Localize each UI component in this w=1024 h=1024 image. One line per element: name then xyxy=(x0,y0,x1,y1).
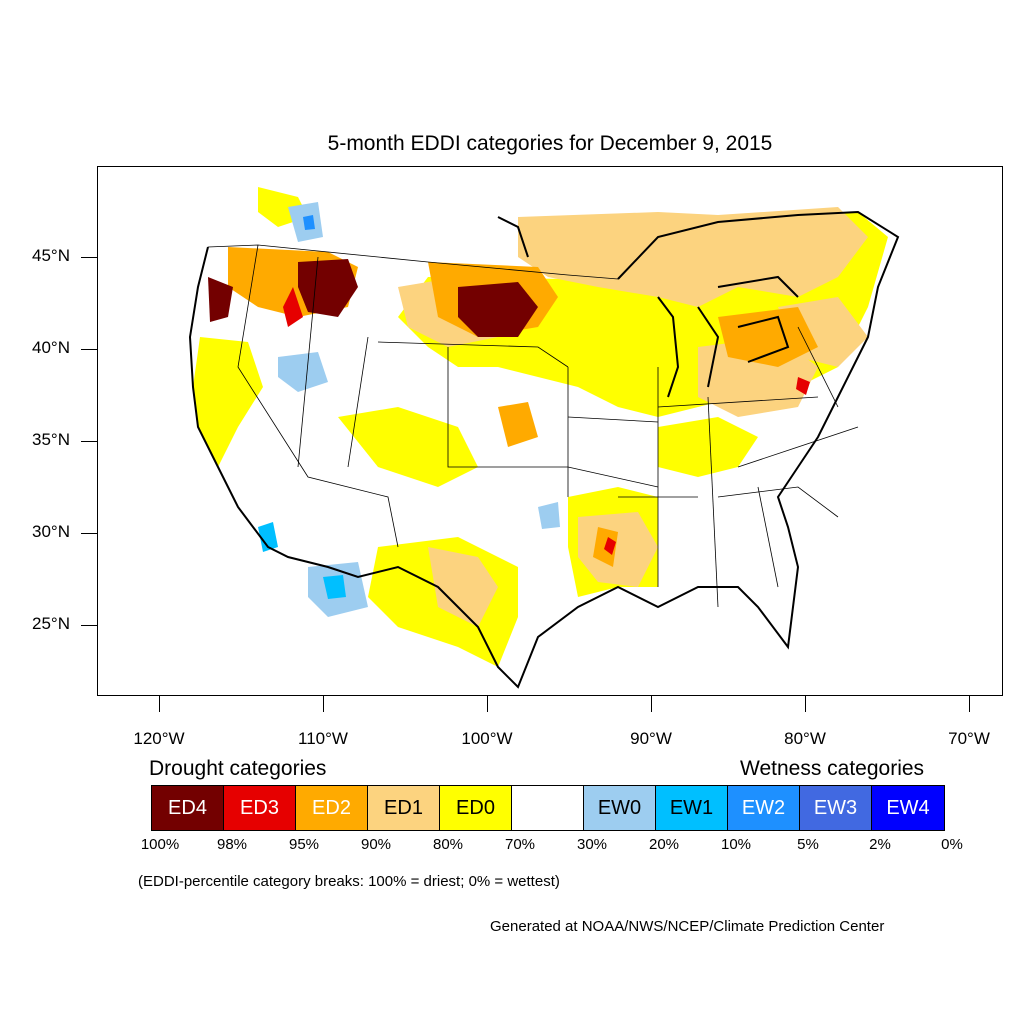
map-panel xyxy=(97,166,1003,696)
ew-areas xyxy=(258,202,560,617)
wetness-heading: Wetness categories xyxy=(740,757,925,780)
credit-line: Generated at NOAA/NWS/NCEP/Climate Predi… xyxy=(490,918,885,935)
legend-cell: EW4 xyxy=(872,786,944,830)
lon-tick xyxy=(323,696,324,712)
state-borders xyxy=(207,244,859,608)
lon-label: 70°W xyxy=(948,729,990,748)
legend-cell: ED3 xyxy=(224,786,296,830)
percent-label: 0% xyxy=(941,836,963,853)
legend-cell: EW1 xyxy=(656,786,728,830)
lon-label: 100°W xyxy=(461,729,513,748)
lat-tick xyxy=(81,625,97,626)
legend-cell: ED2 xyxy=(296,786,368,830)
legend-cell: ED1 xyxy=(368,786,440,830)
legend-cell: EW3 xyxy=(800,786,872,830)
legend-colorbar: ED4 ED3 ED2 ED1 ED0 EW0 EW1 EW2 EW3 EW4 xyxy=(151,785,945,831)
legend-cell xyxy=(512,786,584,830)
lon-tick xyxy=(159,696,160,712)
lon-tick xyxy=(487,696,488,712)
lon-label: 80°W xyxy=(784,729,826,748)
percent-label: 5% xyxy=(797,836,819,853)
ed4-areas xyxy=(208,259,538,337)
category-note: (EDDI-percentile category breaks: 100% =… xyxy=(138,873,560,890)
lat-label: 30°N xyxy=(32,522,70,541)
percent-label: 100% xyxy=(140,836,180,853)
percent-label: 30% xyxy=(576,836,608,853)
lon-tick xyxy=(651,696,652,712)
lon-label: 90°W xyxy=(630,729,672,748)
percent-label: 70% xyxy=(504,836,536,853)
ed3-areas xyxy=(283,287,810,555)
lat-tick xyxy=(81,257,97,258)
percent-label: 90% xyxy=(360,836,392,853)
map-title: 5-month EDDI categories for December 9, … xyxy=(327,132,773,155)
percent-label: 20% xyxy=(648,836,680,853)
percent-label: 80% xyxy=(432,836,464,853)
percent-label: 95% xyxy=(288,836,320,853)
lon-tick xyxy=(805,696,806,712)
eddi-map xyxy=(188,187,900,689)
legend-cell: ED4 xyxy=(152,786,224,830)
percent-label: 2% xyxy=(869,836,891,853)
percent-label: 98% xyxy=(216,836,248,853)
lon-label: 110°W xyxy=(298,729,348,748)
lat-tick xyxy=(81,441,97,442)
lat-tick xyxy=(81,533,97,534)
legend-cell: EW2 xyxy=(728,786,800,830)
lat-label: 25°N xyxy=(32,614,70,633)
legend-cell: EW0 xyxy=(584,786,656,830)
drought-heading: Drought categories xyxy=(149,757,327,780)
lat-label: 45°N xyxy=(32,246,70,265)
lat-label: 35°N xyxy=(32,430,70,449)
lat-label: 40°N xyxy=(32,338,70,357)
lon-label: 120°W xyxy=(133,729,185,748)
lon-tick xyxy=(969,696,970,712)
lat-tick xyxy=(81,349,97,350)
coastline xyxy=(188,210,900,689)
percent-label: 10% xyxy=(720,836,752,853)
legend-cell: ED0 xyxy=(440,786,512,830)
